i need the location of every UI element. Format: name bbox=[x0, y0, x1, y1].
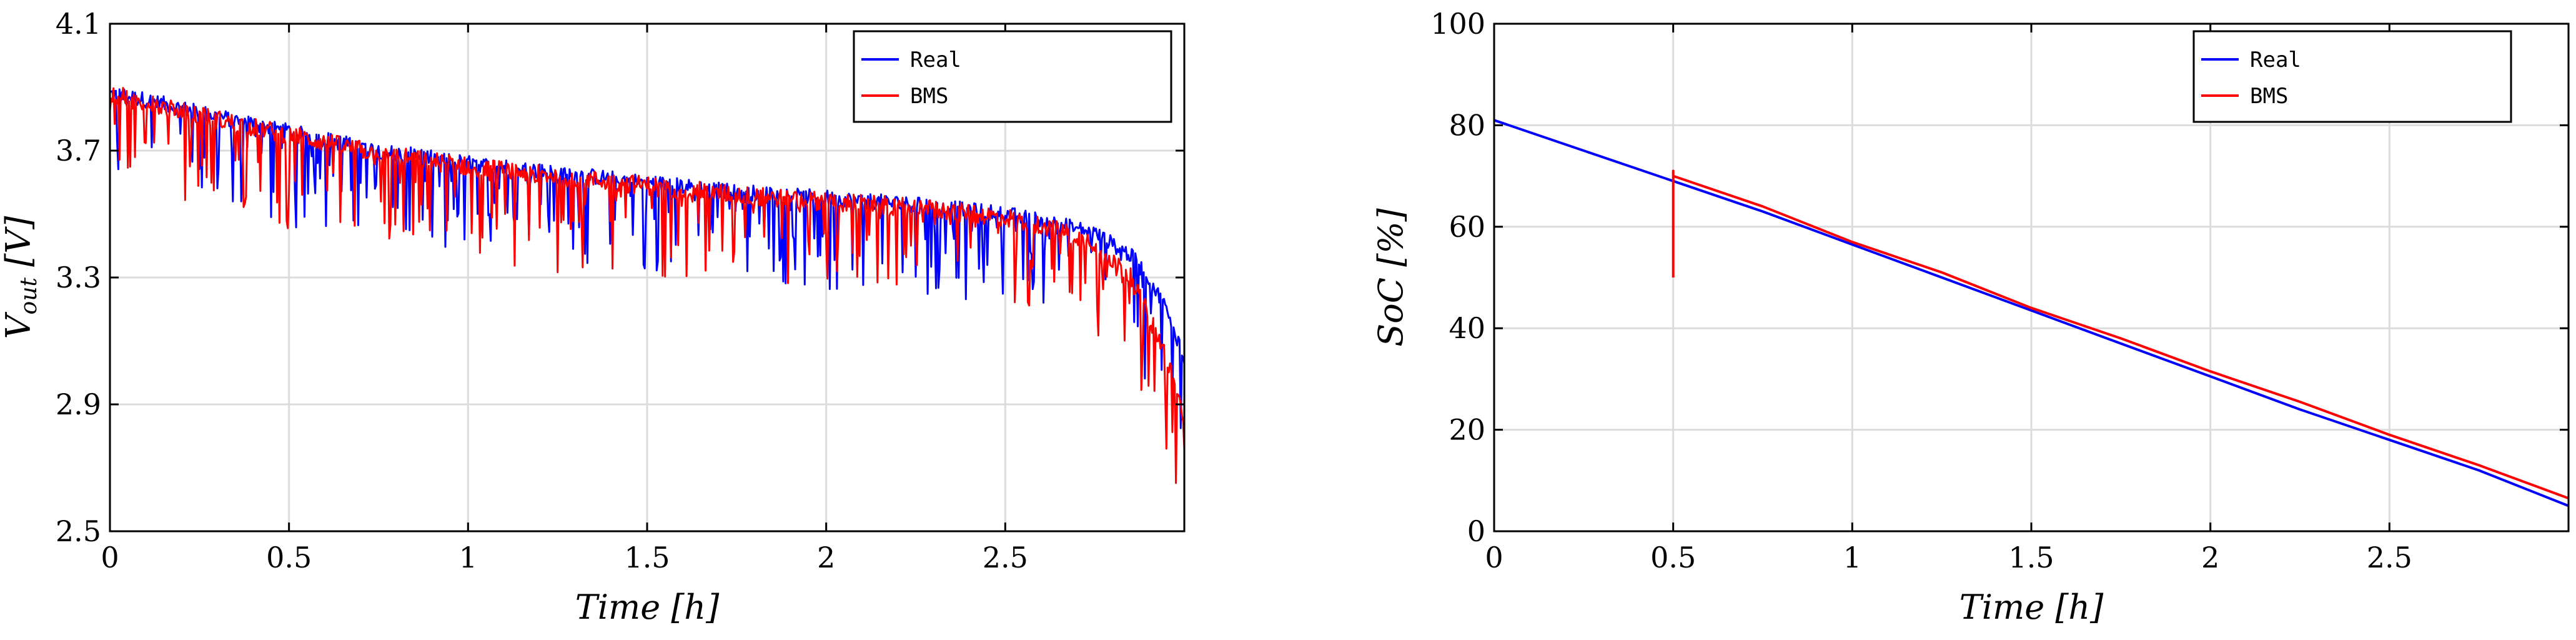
legend-label-real: Real bbox=[910, 48, 961, 72]
y-tick-label: 2.5 bbox=[56, 514, 101, 548]
series-line-real bbox=[109, 88, 1186, 429]
x-tick-label: 1.5 bbox=[624, 541, 670, 574]
y-tick-label: 3.7 bbox=[56, 134, 101, 168]
y-tick-label: 0 bbox=[1467, 514, 1485, 548]
y-axis-label: Vout [V] bbox=[0, 216, 42, 339]
y-tick-label: 40 bbox=[1449, 311, 1485, 345]
x-tick-label: 2.5 bbox=[983, 541, 1028, 574]
y-axis-label: SoC [%] bbox=[1371, 208, 1410, 346]
legend: Real BMS bbox=[2192, 30, 2512, 123]
chart-1: 0 0.5 1 1.5 2 2.5 2.5 2.9 3.3 3.7 4.1 Time [h] Vout … bbox=[0, 7, 1186, 627]
x-tick-label: 1.5 bbox=[2008, 541, 2054, 574]
x-tick-label: 1 bbox=[1843, 541, 1861, 574]
legend-box bbox=[853, 30, 1172, 123]
x-tick-label: 2 bbox=[817, 541, 835, 574]
y-tick-label: 3.3 bbox=[56, 261, 101, 294]
x-tick-label: 0.5 bbox=[266, 541, 312, 574]
y-tick-label: 20 bbox=[1449, 413, 1485, 447]
y-tick-label: 2.9 bbox=[56, 388, 101, 421]
x-tick-label: 0 bbox=[101, 541, 119, 574]
legend-label-bms: BMS bbox=[910, 84, 948, 109]
x-tick-label: 2.5 bbox=[2367, 541, 2412, 574]
legend-label-bms: BMS bbox=[2250, 84, 2288, 109]
x-axis-label: Time [h] bbox=[1959, 588, 2104, 627]
x-tick-label: 2 bbox=[2201, 541, 2219, 574]
y-tick-label: 60 bbox=[1449, 210, 1485, 244]
legend-box bbox=[2192, 30, 2512, 123]
x-tick-label: 1 bbox=[459, 541, 477, 574]
x-axis-label: Time [h] bbox=[575, 588, 720, 627]
x-tick-label: 0.5 bbox=[1650, 541, 1696, 574]
x-tick-label: 0 bbox=[1485, 541, 1503, 574]
series-line-bms bbox=[1672, 169, 2569, 500]
series-line-bms bbox=[109, 87, 1186, 484]
legend-label-real: Real bbox=[2250, 48, 2301, 72]
y-tick-label: 100 bbox=[1430, 7, 1485, 41]
y-tick-label: 80 bbox=[1449, 108, 1485, 142]
y-tick-label: 4.1 bbox=[56, 7, 101, 41]
chart-2: 0 0.5 1 1.5 2 2.5 0 20 40 60 80 100 Time [h] SoC [%] R… bbox=[1371, 7, 2570, 627]
legend: Real BMS bbox=[853, 30, 1172, 123]
